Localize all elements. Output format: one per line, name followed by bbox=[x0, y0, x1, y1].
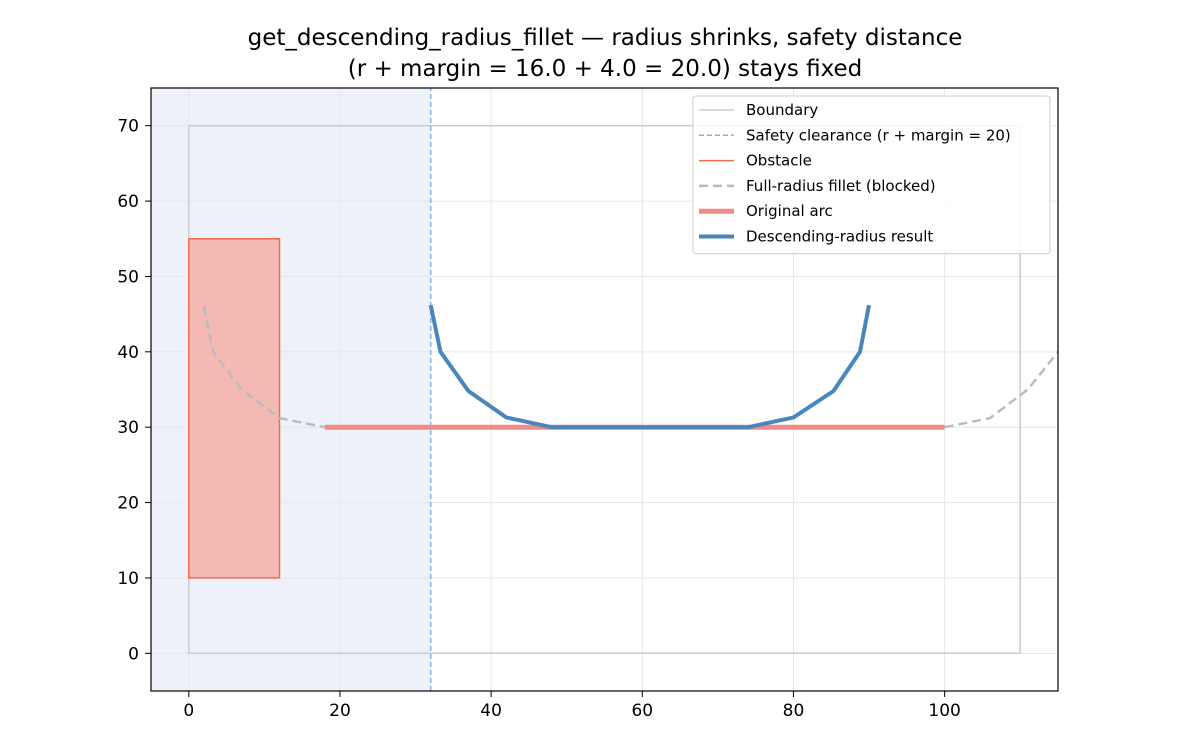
axes-frame bbox=[150, 87, 1059, 692]
legend-label-descending: Descending-radius result bbox=[746, 228, 933, 246]
chart-title-line-1: get_descending_radius_fillet — radius sh… bbox=[248, 25, 963, 51]
y-tick-label: 60 bbox=[117, 192, 139, 212]
y-tick-label: 0 bbox=[128, 644, 139, 664]
y-tick-label: 40 bbox=[117, 343, 139, 363]
x-tick-label: 100 bbox=[928, 701, 960, 721]
y-tick-label: 70 bbox=[117, 117, 139, 137]
series-descending bbox=[428, 304, 871, 430]
legend-label-clearance: Safety clearance (r + margin = 20) bbox=[746, 126, 1011, 144]
legend-label-obstacle: Obstacle bbox=[746, 152, 812, 170]
series-full_radius bbox=[202, 306, 326, 429]
plot-area: 0 20 40 60 80 100 0 10 20 30 40 50 60 70 bbox=[117, 87, 1059, 721]
x-tick-label: 0 bbox=[183, 701, 194, 721]
y-tick-label: 20 bbox=[117, 494, 139, 514]
series-full_radius_right bbox=[944, 351, 1058, 429]
y-tick-label: 30 bbox=[117, 418, 139, 438]
x-tick-label: 60 bbox=[631, 701, 653, 721]
x-tick-label: 20 bbox=[329, 701, 351, 721]
legend: Boundary Safety clearance (r + margin = 2… bbox=[692, 95, 1051, 255]
legend-label-original_arc: Original arc bbox=[746, 202, 833, 220]
legend-box bbox=[692, 95, 1051, 255]
y-tick-label: 50 bbox=[117, 267, 139, 287]
y-tick-label: 10 bbox=[117, 569, 139, 589]
chart-title-line-2: (r + margin = 16.0 + 4.0 = 20.0) stays f… bbox=[348, 56, 863, 82]
x-tick-label: 80 bbox=[783, 701, 805, 721]
x-tick-label: 40 bbox=[480, 701, 502, 721]
legend-label-boundary: Boundary bbox=[746, 101, 818, 119]
series-obstacle bbox=[188, 238, 281, 579]
legend-label-full_radius: Full-radius fillet (blocked) bbox=[746, 177, 936, 195]
